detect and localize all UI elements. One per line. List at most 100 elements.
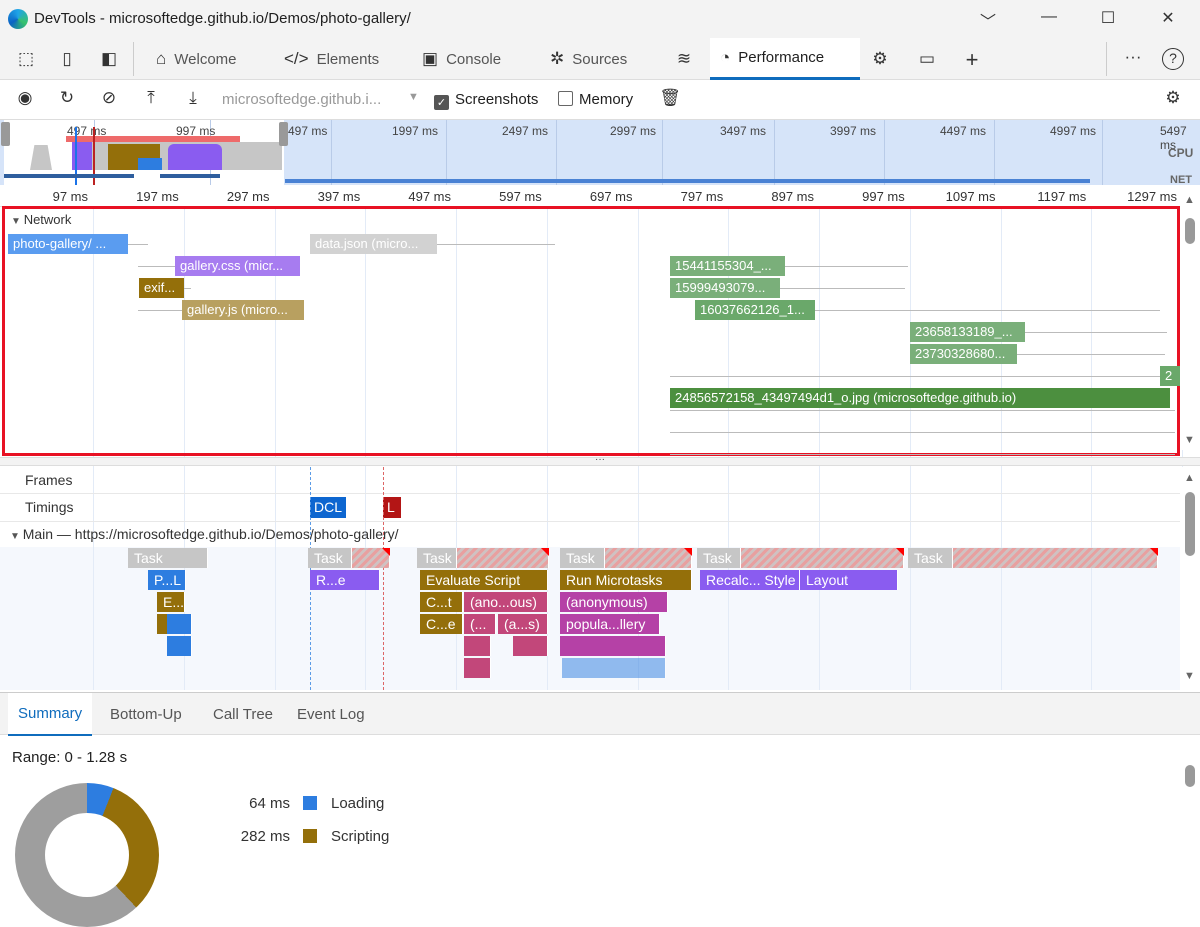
chevron-down-icon[interactable]: ﹀ xyxy=(979,14,996,31)
network-request[interactable]: exif... xyxy=(139,278,184,298)
flame-layout[interactable]: Layout xyxy=(800,570,898,590)
network-request[interactable]: 15999493079... xyxy=(670,278,780,298)
main-track-header[interactable]: ▼ Main — https://microsoftedge.github.io… xyxy=(0,522,1180,547)
network-request[interactable]: 23730328680... xyxy=(910,344,1017,364)
flame-function-call[interactable] xyxy=(560,636,666,656)
flame-long-task-overhang[interactable] xyxy=(953,548,1158,568)
flame-long-task-overhang[interactable] xyxy=(741,548,904,568)
scroll-down-icon[interactable]: ▼ xyxy=(1184,670,1195,682)
flame-task[interactable]: Task xyxy=(417,548,457,568)
flame-task[interactable]: Task xyxy=(560,548,605,568)
overview-tick: 997 ms xyxy=(176,124,216,138)
add-tab-icon[interactable]: + xyxy=(965,47,979,72)
flame-function-call[interactable]: (... xyxy=(464,614,496,634)
network-scrollbar-thumb[interactable] xyxy=(1185,218,1195,244)
settings-gear-icon[interactable]: ⚙ xyxy=(1165,88,1181,107)
flame-call[interactable] xyxy=(167,636,192,656)
memory-checkbox[interactable]: Memory xyxy=(558,91,633,108)
network-request[interactable]: 24856572158_43497494d1_o.jpg (microsofte… xyxy=(670,388,1170,408)
flame-recalculate-style[interactable]: Recalc... Style xyxy=(700,570,800,590)
recording-select[interactable]: microsoftedge.github.i... xyxy=(222,91,382,108)
network-request[interactable]: 23658133189_... xyxy=(910,322,1025,342)
flame-evaluate[interactable]: E... xyxy=(157,592,185,612)
network-request[interactable]: 16037662126_1... xyxy=(695,300,815,320)
device-emulation-icon[interactable]: ▯ xyxy=(62,49,72,68)
network-request[interactable]: photo-gallery/ ... xyxy=(8,234,128,254)
flame-recalculate-style[interactable]: R...e xyxy=(310,570,380,590)
flame-evaluate-script[interactable]: Evaluate Script xyxy=(420,570,548,590)
flame-compile-script[interactable]: C...t xyxy=(420,592,463,612)
flame-long-task-overhang[interactable] xyxy=(457,548,549,568)
timeline-overview[interactable]: 497 ms 997 ms 497 ms 1997 ms 2497 ms 299… xyxy=(0,120,1200,185)
application-icon[interactable]: ▭ xyxy=(918,49,936,68)
flame-anonymous-function[interactable]: (anonymous) xyxy=(560,592,668,612)
flame-function-call[interactable] xyxy=(464,658,491,678)
trash-icon[interactable]: 🗑 xyxy=(659,88,681,107)
network-track-header[interactable]: ▼ Network xyxy=(11,212,71,227)
flame-task[interactable]: Task xyxy=(697,548,741,568)
dcl-marker[interactable]: DCL xyxy=(310,497,346,518)
summary-scrollbar-thumb[interactable] xyxy=(1185,765,1195,787)
chevron-down-icon[interactable]: ▼ xyxy=(408,91,419,103)
flame-task[interactable]: Task xyxy=(308,548,352,568)
flame-function-call[interactable] xyxy=(464,636,491,656)
tab-summary[interactable]: Summary xyxy=(8,693,93,736)
tab-event-log[interactable]: Event Log xyxy=(297,706,365,723)
minimize-button[interactable]: — xyxy=(1041,8,1057,25)
flame-long-task-overhang[interactable] xyxy=(352,548,390,568)
flame-populate-gallery[interactable]: popula...llery xyxy=(560,614,660,634)
memory-chip-icon[interactable]: ⚙ xyxy=(872,49,888,68)
help-icon[interactable]: ? xyxy=(1162,48,1184,70)
dock-side-icon[interactable]: ◧ xyxy=(100,49,118,68)
screenshots-checkbox[interactable]: ✓ Screenshots xyxy=(434,91,538,110)
flame-parse-html[interactable]: P...L xyxy=(148,570,186,590)
long-task-flag-icon xyxy=(541,548,549,556)
flame-function-call[interactable]: (a...s) xyxy=(498,614,548,634)
tab-label: Performance xyxy=(738,49,825,66)
tab-elements[interactable]: </> Elements xyxy=(284,38,379,80)
flame-compile-code[interactable]: C...e xyxy=(420,614,463,634)
network-request[interactable]: data.json (micro... xyxy=(310,234,437,254)
maximize-button[interactable]: ☐ xyxy=(1100,10,1116,27)
scroll-down-icon[interactable]: ▼ xyxy=(1184,434,1195,446)
inspect-icon[interactable]: ⬚ xyxy=(17,49,35,68)
scroll-up-icon[interactable]: ▲ xyxy=(1184,194,1195,206)
flame-call[interactable] xyxy=(167,614,192,634)
overview-right-handle[interactable] xyxy=(279,122,288,146)
tab-bottom-up[interactable]: Bottom-Up xyxy=(110,706,182,723)
network-wifi-icon[interactable]: ≋ xyxy=(676,49,692,68)
split-resizer[interactable]: ··· xyxy=(0,455,1200,466)
main-scrollbar-thumb[interactable] xyxy=(1185,492,1195,556)
tab-welcome[interactable]: ⌂ Welcome xyxy=(152,38,241,80)
load-marker[interactable]: L xyxy=(383,497,401,518)
more-options-icon[interactable]: ··· xyxy=(1124,47,1142,66)
timings-track[interactable]: Timings xyxy=(0,494,1180,522)
flame-long-task-overhang[interactable] xyxy=(605,548,692,568)
network-request[interactable]: 2 xyxy=(1160,366,1180,386)
flame-task[interactable]: Task xyxy=(128,548,208,568)
tab-call-tree[interactable]: Call Tree xyxy=(213,706,274,723)
scroll-up-icon[interactable]: ▲ xyxy=(1184,472,1195,484)
flame-function-call[interactable] xyxy=(513,636,548,656)
tab-console[interactable]: ▣ Console xyxy=(422,38,501,80)
upload-icon[interactable]: ⤒ xyxy=(147,88,155,107)
frames-track[interactable]: Frames xyxy=(0,467,1180,494)
flame-anonymous-function[interactable]: (ano...ous) xyxy=(464,592,548,612)
checkbox-checked-icon: ✓ xyxy=(434,95,449,110)
tab-performance[interactable]: ◔ Performance xyxy=(710,38,860,80)
flame-function-call[interactable] xyxy=(562,658,666,678)
flame-task[interactable]: Task xyxy=(908,548,953,568)
summary-scrollbar[interactable] xyxy=(1182,737,1198,847)
network-request[interactable]: gallery.css (micr... xyxy=(175,256,300,276)
overview-left-handle[interactable] xyxy=(1,122,10,146)
record-icon[interactable]: ◉ xyxy=(17,88,33,107)
network-scrollbar[interactable] xyxy=(1182,190,1198,450)
network-request[interactable]: 15441155304_... xyxy=(670,256,785,276)
flame-run-microtasks[interactable]: Run Microtasks xyxy=(560,570,692,590)
clear-icon[interactable]: ⊘ xyxy=(101,88,117,107)
tab-sources[interactable]: ✲ Sources xyxy=(550,38,627,80)
reload-record-icon[interactable]: ↻ xyxy=(59,88,75,107)
close-button[interactable]: ✕ xyxy=(1161,10,1175,27)
download-icon[interactable]: ⤓ xyxy=(189,88,197,107)
network-request[interactable]: gallery.js (micro... xyxy=(182,300,304,320)
